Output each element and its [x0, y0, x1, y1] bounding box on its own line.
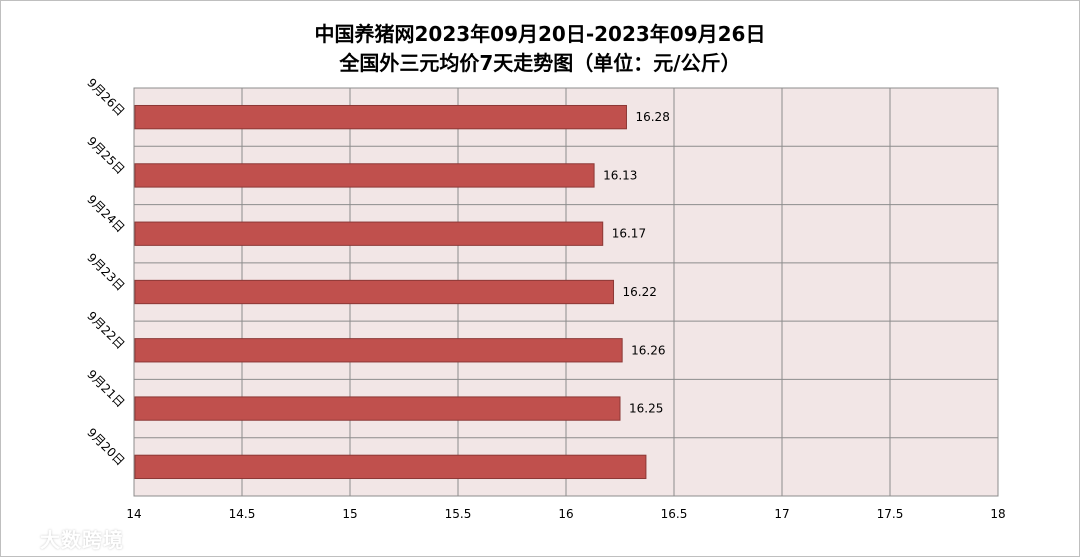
data-label: 16.17 — [612, 227, 646, 241]
y-category-label: 9月26日 — [84, 76, 127, 119]
data-label: 16.28 — [635, 110, 669, 124]
chart-subtitle: 全国外三元均价7天走势图（单位：元/公斤） — [339, 51, 741, 75]
watermark-text: 大数跨境 — [40, 528, 124, 552]
y-category-label: 9月25日 — [84, 134, 127, 177]
bar — [134, 104, 627, 130]
bar — [134, 163, 595, 188]
x-tick-label: 17.5 — [877, 507, 904, 521]
x-tick-label: 17 — [774, 507, 789, 521]
data-label: 16.13 — [603, 168, 637, 182]
x-tick-label: 16 — [558, 507, 573, 521]
x-tick-label: 15.5 — [445, 507, 472, 521]
data-label: 16.26 — [631, 343, 665, 357]
bar — [134, 221, 604, 246]
data-label: 16.22 — [623, 285, 657, 299]
bar — [134, 454, 647, 480]
y-category-label: 9月21日 — [84, 367, 127, 410]
x-tick-label: 15 — [342, 507, 357, 521]
x-tick-label: 18 — [990, 507, 1005, 521]
data-label: 16.25 — [629, 402, 663, 416]
x-tick-label: 16.5 — [661, 507, 688, 521]
y-category-label: 9月20日 — [84, 425, 127, 468]
x-tick-label: 14 — [126, 507, 141, 521]
bar — [134, 279, 615, 305]
y-category-label: 9月24日 — [84, 192, 127, 235]
y-category-label: 9月23日 — [84, 250, 127, 293]
bar — [134, 338, 623, 363]
watermark-logo-icon — [10, 535, 36, 548]
x-tick-label: 14.5 — [229, 507, 256, 521]
chart-title: 中国养猪网2023年09月20日-2023年09月26日 — [314, 22, 766, 46]
watermark: 大数跨境 — [10, 524, 124, 553]
y-category-label: 9月22日 — [84, 309, 127, 352]
bar — [134, 396, 621, 421]
